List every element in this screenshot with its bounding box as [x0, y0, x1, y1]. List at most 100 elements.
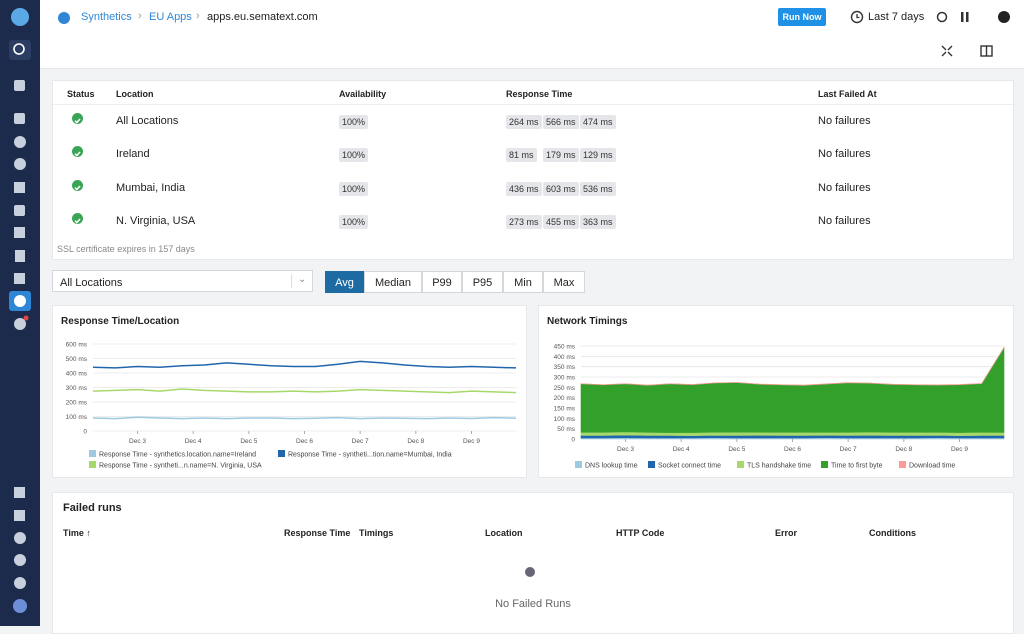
x-tick-label: Dec 6: [296, 438, 313, 445]
response-time: 363 ms: [580, 214, 616, 229]
area-series: [580, 346, 1005, 386]
y-tick-label: 400 ms: [554, 354, 576, 361]
synthetics-icon: [58, 12, 70, 24]
tab[interactable]: Max: [543, 271, 585, 293]
location: All Locations: [116, 115, 179, 127]
breadcrumb-link[interactable]: EU Apps: [149, 11, 192, 23]
tab[interactable]: Median: [364, 271, 422, 293]
location: N. Virginia, USA: [116, 214, 196, 227]
status-ok-icon: [72, 212, 83, 224]
chart-card: Network Timings 0 50 ms 100 ms 150 ms 200 ms 2…: [538, 305, 1014, 478]
time-range[interactable]: Last 7 days: [868, 11, 925, 23]
response-time: 603 ms: [543, 181, 579, 196]
x-tick-label: Dec 8: [895, 446, 912, 453]
x-tick-label: Dec 8: [407, 438, 424, 445]
column-header: Conditions: [869, 528, 916, 538]
response-time: 264 ms: [506, 115, 542, 129]
response-time: 179 ms: [543, 148, 579, 163]
response-time: 474 ms: [580, 115, 616, 129]
legend-label: DNS lookup time: [585, 463, 638, 470]
x-tick-label: Dec 5: [240, 438, 257, 445]
tab[interactable]: Avg: [325, 271, 364, 293]
ssl-note: SSL certificate expires in 157 days: [57, 244, 195, 254]
availability: 100%: [339, 181, 369, 196]
column-header: Status: [67, 89, 95, 99]
x-tick-label: Dec 3: [129, 438, 146, 445]
tab[interactable]: P99: [422, 271, 462, 293]
y-tick-label: 600 ms: [66, 342, 88, 349]
legend-swatch: [648, 461, 655, 468]
chart: Response Time/Location 0 100 ms 200 ms 300 m…: [61, 316, 517, 470]
status-ok-icon: [72, 179, 83, 191]
x-tick-label: Dec 5: [728, 446, 745, 453]
column-header: Timings: [359, 528, 394, 538]
layout-icons[interactable]: [940, 44, 1000, 58]
chart-title: Network Timings: [547, 316, 628, 327]
last-failed: No failures: [818, 214, 871, 227]
column-header: Last Failed At: [818, 89, 877, 99]
location: Ireland: [116, 148, 150, 161]
status-ok-icon: [72, 113, 83, 124]
line-series: [92, 388, 517, 394]
toolbar-icons[interactable]: [935, 9, 1015, 25]
legend-label: Socket connect time: [658, 463, 721, 470]
y-tick-label: 450 ms: [554, 344, 576, 351]
response-time: 455 ms: [543, 214, 579, 229]
sidebar: [0, 0, 40, 626]
legend-label: Download time: [909, 463, 955, 470]
column-header: Location: [485, 528, 523, 538]
legend-swatch: [737, 461, 744, 468]
legend-label: Response Time - synthetics.location.name…: [99, 452, 256, 459]
run-now-button[interactable]: Run Now: [778, 8, 826, 26]
column-header: HTTP Code: [616, 528, 665, 538]
tab[interactable]: P95: [462, 271, 503, 293]
column-header: Availability: [339, 89, 387, 99]
column-header: Response Time: [506, 89, 573, 99]
tab[interactable]: Min: [503, 271, 543, 293]
chart: Network Timings 0 50 ms 100 ms 150 ms 200 ms 2…: [547, 316, 1005, 470]
y-tick-label: 100 ms: [554, 416, 576, 423]
line-series: [92, 416, 517, 420]
column-header: Location: [116, 89, 154, 99]
x-tick-label: Dec 9: [951, 446, 968, 453]
area-series: [580, 346, 1005, 433]
response-time: 129 ms: [580, 148, 616, 163]
y-tick-label: 400 ms: [66, 371, 88, 378]
line-series: [92, 360, 517, 369]
y-tick-label: 0: [571, 437, 575, 444]
breadcrumb-link[interactable]: Synthetics: [81, 11, 132, 23]
legend-label: Response Time - syntheti...tion.name=Mum…: [288, 452, 452, 459]
column-header: Response Time: [284, 528, 351, 538]
location-select[interactable]: All Locations ⌄: [52, 270, 313, 292]
legend-swatch: [89, 450, 96, 457]
column-header: Error: [775, 528, 798, 538]
status-card: Status Location Availability Response Time L…: [52, 80, 1014, 260]
empty-message: No Failed Runs: [495, 598, 571, 610]
legend-label: TLS handshake time: [747, 463, 811, 470]
availability: 100%: [339, 148, 369, 163]
legend-label: Response Time - syntheti...n.name=N. Vir…: [99, 463, 262, 470]
y-tick-label: 50 ms: [557, 426, 575, 433]
chart-title: Response Time/Location: [61, 316, 179, 327]
x-tick-label: Dec 7: [352, 438, 369, 445]
response-time: 566 ms: [543, 115, 579, 129]
y-tick-label: 200 ms: [554, 395, 576, 402]
legend-swatch: [821, 461, 828, 468]
location: Mumbai, India: [116, 181, 186, 194]
top-bar: [40, 0, 1024, 69]
x-tick-label: Dec 3: [617, 446, 634, 453]
last-failed: No failures: [818, 148, 871, 161]
availability: 100%: [339, 214, 369, 229]
breadcrumb-current: apps.eu.sematext.com: [207, 11, 318, 23]
response-time: 81 ms: [506, 148, 537, 163]
x-tick-label: Dec 6: [784, 446, 801, 453]
last-failed: No failures: [818, 115, 871, 127]
x-tick-label: Dec 4: [673, 446, 690, 453]
legend-swatch: [89, 461, 96, 468]
section-title: Failed runs: [63, 502, 122, 514]
y-tick-label: 350 ms: [554, 364, 576, 371]
select-value: All Locations: [60, 277, 123, 289]
y-tick-label: 250 ms: [554, 385, 576, 392]
status-ok-icon: [72, 146, 83, 158]
